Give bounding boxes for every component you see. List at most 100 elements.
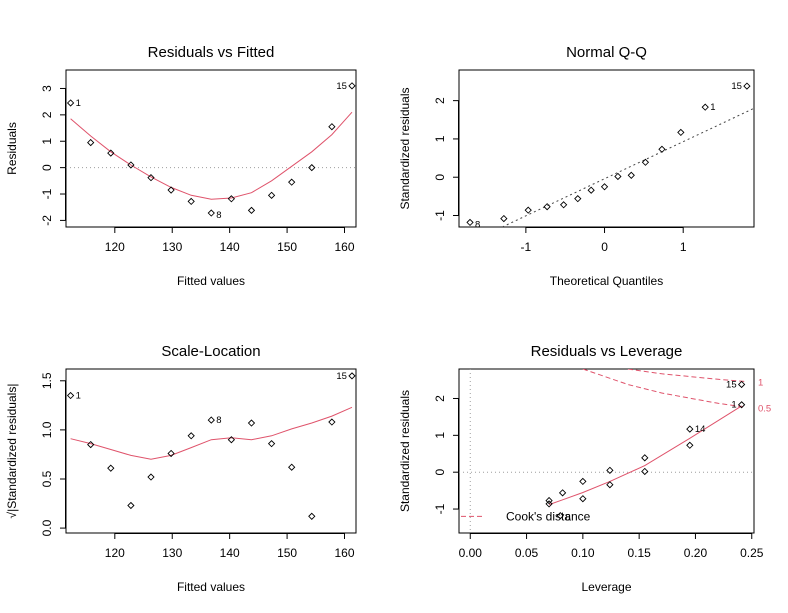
y-tick-label: 0.5: [40, 470, 54, 487]
x-tick-label: 140: [220, 546, 240, 560]
data-point: [267, 439, 276, 448]
x-tick-label: 0: [601, 240, 608, 254]
data-point: [579, 495, 587, 503]
data-point: [579, 477, 587, 486]
point-id-label: 15: [336, 81, 347, 92]
y-tick-label: -1: [433, 210, 447, 221]
data-point: [737, 380, 746, 389]
point-id-label: 8: [216, 210, 221, 221]
x-tick-label: 130: [162, 240, 182, 254]
x-tick-label: 120: [105, 546, 125, 560]
y-tick-label: 1.5: [40, 372, 54, 389]
y-tick-label: 3: [40, 85, 54, 92]
y-tick-label: 0: [40, 164, 54, 171]
data-point: [743, 82, 751, 90]
data-point: [187, 197, 195, 206]
data-point: [686, 425, 694, 433]
x-tick-label: 120: [105, 240, 125, 254]
y-axis-label: Standardized residuals: [398, 390, 412, 512]
data-point: [288, 463, 296, 471]
normal-qq-panel: Normal Q-Q Theoretical Quantiles Standardi…: [398, 44, 755, 288]
data-point: [686, 441, 694, 449]
data-point: [348, 82, 356, 90]
data-point: [587, 186, 595, 194]
data-point: [559, 201, 568, 209]
y-tick-label: 1: [433, 135, 447, 142]
point-id-label: 1: [731, 400, 736, 411]
point-id-label: 8: [475, 219, 480, 230]
y-tick-label: 1: [433, 432, 447, 439]
data-point: [267, 191, 276, 199]
scale-location-panel: Scale-Location Fitted values √|Standardize…: [5, 343, 357, 594]
x-tick-label: 0.10: [571, 546, 595, 560]
data-point: [328, 123, 336, 131]
plot-area: [66, 82, 356, 217]
data-point: [167, 449, 175, 458]
data-point: [600, 183, 609, 191]
smoother-line: [70, 111, 353, 200]
data-point: [107, 464, 115, 472]
data-point: [147, 473, 155, 481]
y-tick-label: -1: [433, 503, 447, 514]
plot-frame: [65, 69, 357, 228]
point-id-label: 1: [76, 98, 81, 109]
point-id-label: 15: [336, 371, 347, 382]
data-point: [207, 416, 215, 424]
data-point: [466, 218, 474, 227]
data-point: [606, 466, 614, 474]
data-point: [288, 178, 296, 186]
point-id-label: 14: [695, 424, 706, 435]
plot-frame: [458, 368, 755, 534]
point-id-label: 15: [726, 379, 737, 390]
x-tick-label: 150: [277, 240, 297, 254]
residuals-vs-fitted-panel: Residuals vs Fitted Fitted values Residual…: [5, 44, 357, 288]
data-point: [677, 128, 685, 137]
x-tick-label: 0.00: [459, 546, 483, 560]
cooks-distance-contour: [582, 369, 747, 408]
data-point: [558, 489, 567, 497]
chart-title: Normal Q-Q: [566, 44, 647, 61]
y-tick-label: -1: [40, 188, 54, 199]
cooks-distance-contour: [627, 369, 747, 382]
data-point: [500, 214, 508, 223]
x-tick-label: 150: [277, 546, 297, 560]
x-tick-label: -1: [521, 240, 532, 254]
data-point: [87, 440, 95, 449]
point-id-label: 8: [216, 415, 221, 426]
data-point: [167, 186, 175, 194]
y-tick-label: 0.0: [40, 519, 54, 536]
data-point: [641, 454, 649, 462]
data-point: [543, 203, 551, 211]
qq-reference-line: [502, 107, 754, 227]
x-tick-label: 0.05: [515, 546, 539, 560]
plot-frame: [65, 368, 357, 534]
data-point: [641, 158, 650, 166]
data-point: [308, 163, 316, 172]
cooks-contour-label: 0.5: [758, 403, 771, 414]
data-point: [207, 209, 215, 217]
data-point: [247, 206, 256, 215]
point-id-label: 15: [731, 81, 742, 92]
y-tick-label: 1: [40, 138, 54, 145]
x-axis-label: Fitted values: [177, 274, 245, 288]
data-point: [247, 419, 256, 427]
data-point: [66, 99, 75, 107]
x-tick-label: 160: [334, 240, 354, 254]
data-point: [147, 174, 155, 182]
x-tick-label: 0.25: [740, 546, 764, 560]
y-tick-label: 1.0: [40, 421, 54, 438]
x-tick-label: 160: [334, 546, 354, 560]
legend-label: Cook's distance: [506, 509, 591, 523]
cooks-contour-label: 1: [758, 378, 763, 389]
data-point: [127, 501, 135, 510]
data-point: [545, 496, 553, 505]
chart-title: Residuals vs Fitted: [148, 44, 275, 61]
plot-area: [459, 369, 754, 533]
data-point: [66, 391, 75, 400]
data-point: [606, 481, 614, 489]
data-point: [328, 418, 336, 426]
chart-title: Residuals vs Leverage: [531, 343, 683, 360]
data-point: [556, 512, 564, 520]
data-point: [127, 161, 135, 169]
